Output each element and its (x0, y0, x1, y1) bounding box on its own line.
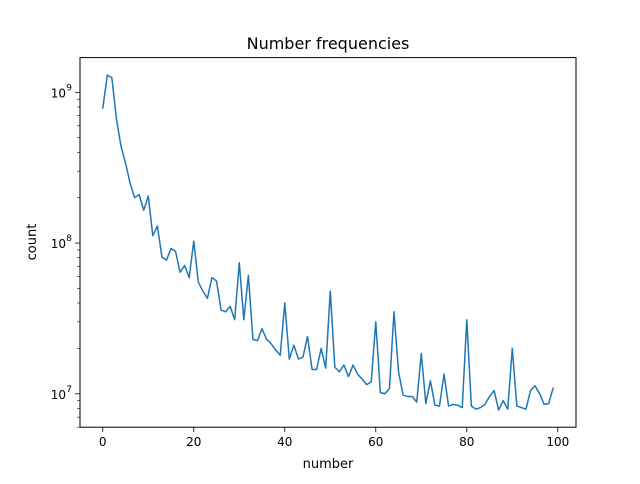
x-tick-label: 0 (99, 435, 107, 449)
x-axis-label: number (303, 457, 354, 472)
chart-title: Number frequencies (247, 34, 410, 53)
data-series (102, 74, 554, 411)
y-tick-exponent: 8 (66, 234, 72, 244)
y-tick-exponent: 9 (66, 83, 72, 93)
plot-frame (79, 57, 577, 428)
x-tick-label: 20 (186, 435, 201, 449)
y-axis-label: count (25, 224, 40, 261)
series-line (102, 74, 554, 411)
x-tick-label: 80 (459, 435, 474, 449)
x-tick-label: 100 (546, 435, 569, 449)
x-tick-label: 40 (277, 435, 292, 449)
y-tick-exponent: 7 (66, 385, 72, 395)
x-tick-label: 60 (368, 435, 383, 449)
